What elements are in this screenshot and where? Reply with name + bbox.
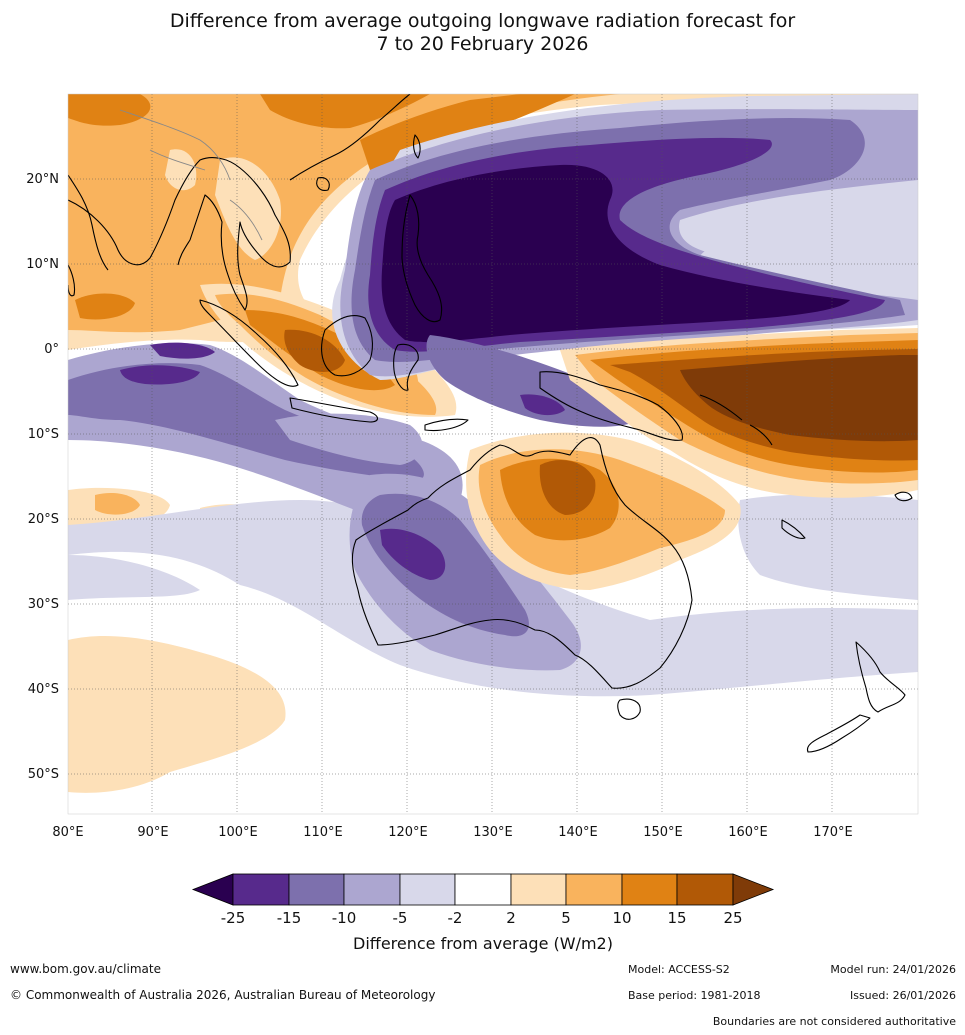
lat-label-10s: 10°S xyxy=(28,427,59,442)
latitude-axis-labels: 20°N 10°N 0° 10°S 20°S 30°S 40°S 50°S xyxy=(26,172,59,782)
hainan-coastline xyxy=(316,177,330,191)
tasmania-coastline xyxy=(617,698,641,720)
issued-date: Issued: 26/01/2026 xyxy=(849,989,956,1002)
colorbar-tick-8: 15 xyxy=(667,909,686,927)
colorbar-swatch-5 xyxy=(454,873,512,906)
model-name: Model: ACCESS-S2 xyxy=(628,963,730,976)
colorbar-swatch-4 xyxy=(399,873,456,906)
australia-coastline xyxy=(351,437,693,689)
colorbar-swatch-6 xyxy=(510,873,567,906)
colorbar-swatch-9 xyxy=(676,873,734,906)
anomaly-region-pacific-darkest-purple xyxy=(381,164,850,343)
new-zealand-south-coastline xyxy=(806,714,871,753)
colorbar-swatch-7 xyxy=(565,873,623,906)
colorbar-tick-0: -25 xyxy=(221,909,246,927)
anomaly-region-asia-orange xyxy=(68,94,620,333)
lon-label-120e: 120°E xyxy=(388,825,428,840)
sumatra-coastline xyxy=(199,299,299,387)
lat-label-40s: 40°S xyxy=(28,682,59,697)
lat-label-0: 0° xyxy=(44,342,59,357)
boundaries-disclaimer: Boundaries are not considered authoritat… xyxy=(712,1015,956,1028)
colorbar-tick-4: -2 xyxy=(448,909,463,927)
lon-label-140e: 140°E xyxy=(558,825,598,840)
lon-label-90e: 90°E xyxy=(137,825,168,840)
colorbar-swatch-3 xyxy=(343,873,401,906)
lon-label-110e: 110°E xyxy=(303,825,343,840)
anomaly-region-bay-dark-orange xyxy=(75,293,135,320)
solomon-islands-coastline xyxy=(699,394,773,446)
anomaly-region-indonesia-dark-purple xyxy=(520,394,565,416)
colorbar-tick-9: 25 xyxy=(723,909,742,927)
colorbar xyxy=(191,873,775,906)
map-gridlines xyxy=(68,94,918,814)
colorbar-tick-5: 2 xyxy=(506,909,516,927)
anomaly-region-sw-light-orange xyxy=(68,635,286,793)
website-link[interactable]: www.bom.gov.au/climate xyxy=(10,962,161,976)
anomaly-region-wa-purple xyxy=(361,493,529,637)
anomaly-region-asia-dark-orange-2 xyxy=(260,94,430,129)
colorbar-title: Difference from average (W/m2) xyxy=(353,934,613,953)
coastlines xyxy=(68,94,913,753)
anomaly-region-indonesia-purple xyxy=(426,335,640,427)
lat-label-30s: 30°S xyxy=(28,597,59,612)
anomaly-region-sw-lavender xyxy=(68,555,200,600)
colorbar-tick-1: -15 xyxy=(277,909,302,927)
sulawesi-coastline xyxy=(393,343,419,391)
colorbar-tick-labels: -25 -15 -10 -5 -2 2 5 10 15 25 xyxy=(221,909,743,927)
anomaly-region-io-lavender-2 xyxy=(275,413,423,465)
colorbar-swatch-8 xyxy=(621,873,678,906)
country-boundaries xyxy=(119,109,263,241)
colorbar-swatch-1 xyxy=(232,873,290,906)
lon-label-170e: 170°E xyxy=(813,825,853,840)
lat-label-20n: 20°N xyxy=(26,172,59,187)
anomaly-region-io-dark-purple-2 xyxy=(150,342,215,359)
anomaly-region-pacific-band-darkest-brown xyxy=(680,355,918,442)
map-frame xyxy=(67,93,919,815)
colorbar-high-extend xyxy=(732,873,775,906)
lat-label-10n: 10°N xyxy=(26,257,59,272)
java-coastline xyxy=(289,397,379,423)
colorbar-tick-6: 5 xyxy=(561,909,571,927)
map-plot-area xyxy=(68,94,918,814)
lon-label-130e: 130°E xyxy=(473,825,513,840)
colorbar-tick-2: -10 xyxy=(332,909,357,927)
title-line-1: Difference from average outgoing longwav… xyxy=(169,10,796,32)
new-zealand-north-coastline xyxy=(855,641,906,713)
anomaly-region-aus-brown xyxy=(539,460,596,515)
model-run-date: Model run: 24/01/2026 xyxy=(830,963,956,976)
lon-label-80e: 80°E xyxy=(52,825,83,840)
anomaly-region-maritime-brown xyxy=(284,329,345,372)
taiwan-coastline xyxy=(413,134,421,159)
borneo-coastline xyxy=(321,315,374,377)
anomaly-region-io-dark-purple-1 xyxy=(120,365,200,385)
base-period: Base period: 1981-2018 xyxy=(628,989,761,1002)
longitude-axis-labels: 80°E 90°E 100°E 110°E 120°E 130°E 140°E … xyxy=(52,825,852,840)
anomaly-region-w-orange xyxy=(95,493,140,515)
colorbar-tick-3: -5 xyxy=(393,909,408,927)
timor-coastline xyxy=(424,418,469,432)
fiji-coastline xyxy=(894,491,913,502)
title-line-2: 7 to 20 February 2026 xyxy=(376,33,589,55)
map-title: Difference from average outgoing longwav… xyxy=(0,10,965,56)
colorbar-tick-7: 10 xyxy=(612,909,631,927)
lat-label-50s: 50°S xyxy=(28,767,59,782)
mainland-asia-coastline xyxy=(68,94,411,311)
new-caledonia-coastline xyxy=(781,519,806,539)
lon-label-150e: 150°E xyxy=(643,825,683,840)
anomaly-region-indochina-light-orange xyxy=(215,157,281,260)
sri-lanka-coastline xyxy=(68,264,76,297)
anomaly-region-wa-dark-purple xyxy=(380,528,446,580)
philippines-coastline xyxy=(401,194,443,323)
colorbar-swatch-2 xyxy=(288,873,345,906)
lon-label-100e: 100°E xyxy=(218,825,258,840)
anomaly-region-asia-dark-orange-1 xyxy=(68,94,151,126)
lat-label-20s: 20°S xyxy=(28,512,59,527)
copyright-notice: © Commonwealth of Australia 2026, Austra… xyxy=(10,988,436,1002)
new-guinea-coastline xyxy=(539,371,683,441)
colorbar-low-extend xyxy=(191,873,234,906)
lon-label-160e: 160°E xyxy=(728,825,768,840)
india-coastline xyxy=(68,174,109,271)
anomaly-region-ne-lightest-purple xyxy=(679,180,918,265)
